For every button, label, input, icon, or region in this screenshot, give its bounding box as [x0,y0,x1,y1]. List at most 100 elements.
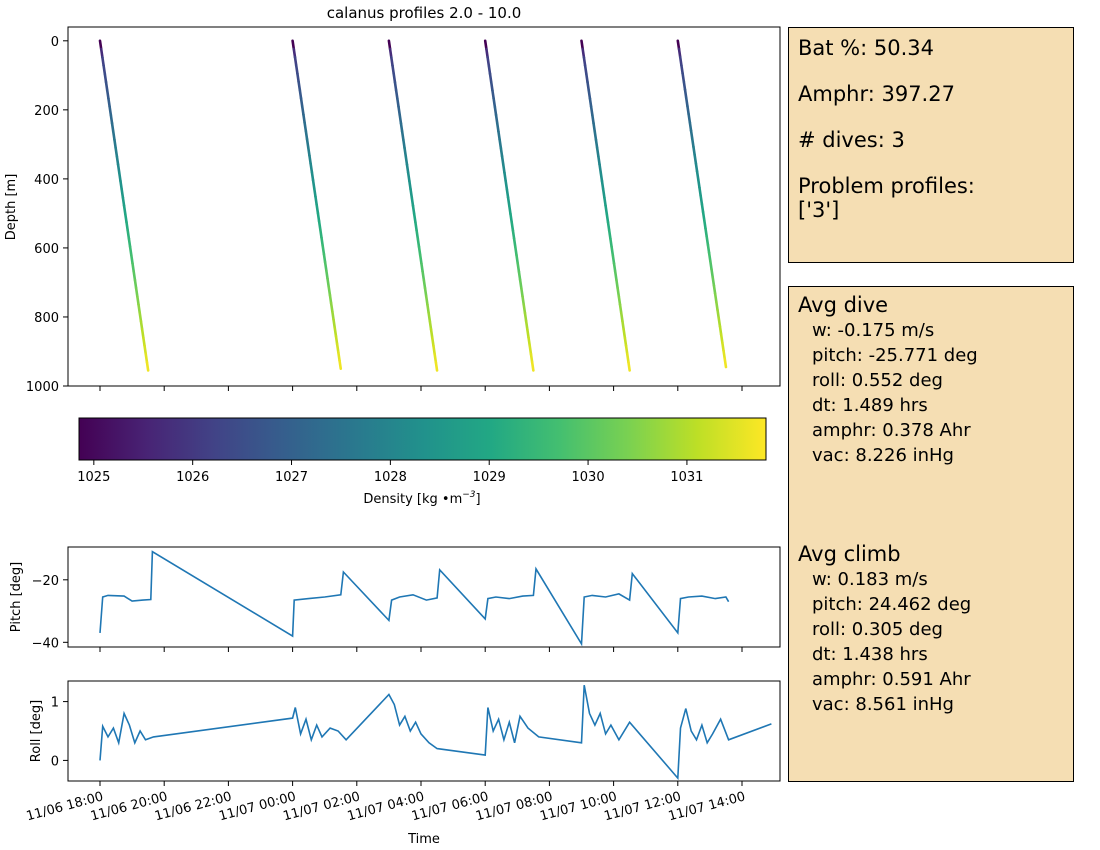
ytick-label: 0 [51,754,59,769]
depth-profile-segment [125,220,129,232]
depth-profile-segment [501,163,506,174]
depth-profile-segment [99,47,104,59]
depth-profile-segment [302,113,306,125]
depth-profile-segment [513,245,518,257]
depth-profile-segment [292,47,297,59]
depth-profile-segment [329,301,334,313]
depth-profile-segment [700,202,705,214]
depth-profile-segment [399,121,404,133]
avg-climb-block: Avg climb w: 0.183 m/s pitch: 24.462 deg… [798,542,971,717]
avg-dive-block: Avg dive w: -0.175 m/s pitch: -25.771 de… [798,293,978,468]
colorbar-tick-label: 1025 [77,470,110,485]
depth-profile-segment [599,171,604,183]
colorbar-tick-label: 1031 [670,470,703,485]
pitch-y-axis-label: Pitch [deg] [9,562,24,632]
colorbar-tick-label: 1028 [374,470,407,485]
ytick-label: −20 [32,574,59,589]
depth-profile-segment [411,204,416,216]
depth-profile-segment [128,245,133,257]
depth-profile-segment [137,303,142,315]
depth-profile-segment [326,277,331,289]
depth-profile-segment [489,80,494,92]
depth-profile-segment [110,121,115,133]
depth-profile-segment [516,262,521,273]
depth-plot-frame [67,26,781,387]
depth-profile-segment [619,311,624,323]
depth-profile-segment [719,333,724,344]
depth-ytick-label: 200 [34,104,59,119]
depth-profile-segment [134,286,139,298]
depth-profile-segment [680,63,684,75]
problem-profiles: Problem profiles: ['3'] [798,174,975,222]
depth-profile-segment [696,178,701,189]
depth-profile-segment [133,278,138,290]
depth-profile-segment [398,113,403,125]
depth-profile-segment [303,121,308,133]
depth-profile-segment [505,187,510,199]
depth-profile-1 [98,39,150,372]
depth-profile-segment [127,237,132,249]
depth-profile-segment [604,204,609,216]
depth-chart-title: calanus profiles 2.0 - 10.0 [327,4,522,22]
depth-profile-segment [408,179,412,191]
depth-profile-segment [595,146,600,158]
depth-profile-segment [412,212,417,224]
depth-profile-segment [588,97,593,109]
depth-profile-segment [698,186,702,198]
avg-dive-w: w: -0.175 m/s [812,320,935,341]
depth-profile-segment [585,72,589,84]
depth-profile-segment [402,138,406,150]
depth-profile-segment [103,72,108,84]
depth-profile-segment [493,105,498,117]
time-x-axis-label: Time [407,832,440,847]
colorbar-tick-label: 1026 [176,470,209,485]
depth-xticks [99,386,743,391]
depth-profile-segment [692,145,696,157]
depth-profile-segment [104,80,109,92]
depth-profile-segment [316,211,321,223]
pitch-plot-frame [67,546,781,648]
depth-profile-segment [625,352,630,364]
depth-profile-segment [388,47,393,59]
depth-profile-segment [98,39,103,51]
depth-profile-segment [422,278,427,290]
depth-profile-segment [495,121,500,133]
depth-profile-6 [676,39,728,369]
depth-profile-segment [507,204,512,216]
colorbar-tick-label: 1029 [473,470,506,485]
depth-profile-3 [387,39,439,372]
depth-profile-segment [689,129,694,140]
ytick-label: −40 [32,636,59,651]
depth-profile-segment [322,252,327,264]
depth-profile-segment [332,318,337,330]
depth-profile-segment [139,319,144,331]
depth-profile-segment [320,236,324,248]
depth-profile-segment [694,161,699,173]
depth-profile-segment [421,270,426,282]
depth-profile-segment [297,80,302,92]
depth-profile-segment [617,294,622,306]
amp-hours: Amphr: 397.27 [798,82,955,106]
depth-profile-2 [291,39,343,371]
depth-profile-segment [487,64,492,76]
depth-profile-segment [113,138,117,150]
depth-profile-segment [433,352,438,364]
depth-profile-segment [486,55,491,67]
pitch-series-line [99,550,730,647]
depth-profiles [98,39,728,372]
depth-profile-segment [321,244,326,256]
depth-ytick-label: 800 [34,311,59,326]
depth-profile-segment [117,171,122,183]
depth-profile-segment [627,360,631,372]
depth-profile-segment [530,360,535,372]
depth-profile-segment [102,64,107,76]
depth-profile-segment [144,352,149,364]
pitch-yticks: −20 −40 [32,574,68,651]
depth-profile-segment [510,220,515,232]
depth-profile-segment [111,130,116,142]
depth-profile-segment [581,47,586,59]
depth-profile-segment [424,294,429,306]
depth-profile-segment [503,171,507,183]
depth-profile-segment [609,237,613,249]
depth-profile-segment [391,64,396,76]
